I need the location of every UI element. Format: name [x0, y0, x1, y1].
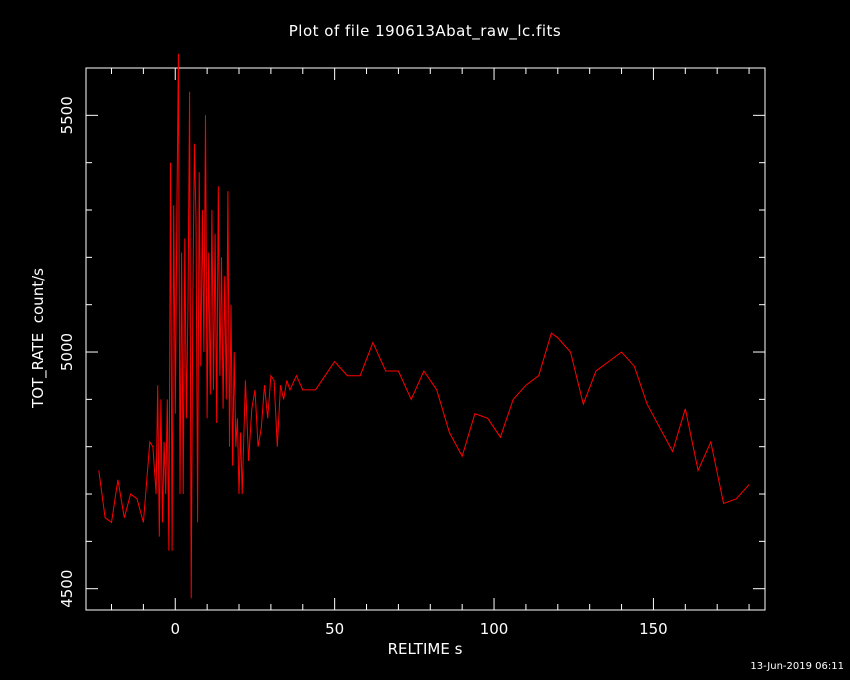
x-tick-label: 50 [325, 620, 344, 638]
light-curve-series [98, 53, 750, 599]
x-tick-label: 150 [639, 620, 668, 638]
x-tick-label: 100 [480, 620, 509, 638]
plot-frame [85, 67, 766, 611]
y-tick-label: 5500 [58, 96, 76, 134]
x-tick-label: 0 [170, 620, 180, 638]
plot-timestamp: 13-Jun-2019 06:11 [750, 661, 844, 672]
x-axis-label: RELTIME s [387, 640, 463, 658]
chart-title: Plot of file 190613Abat_raw_lc.fits [288, 22, 562, 40]
y-tick-label: 4500 [58, 570, 76, 608]
y-axis-label: TOT_RATE count/s [29, 268, 47, 408]
y-tick-label: 5000 [58, 333, 76, 371]
